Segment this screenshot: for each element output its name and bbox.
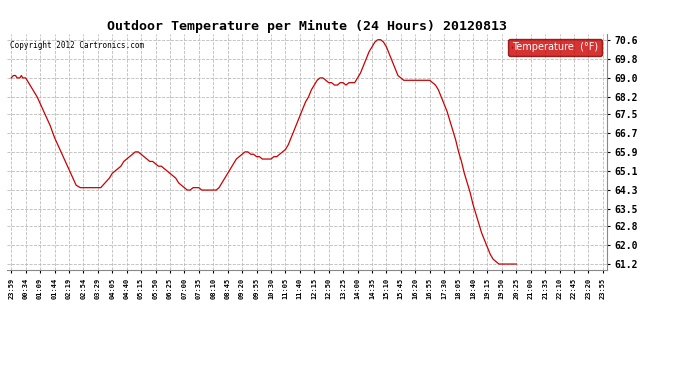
Legend: Temperature  (°F): Temperature (°F) — [509, 39, 602, 56]
Text: Copyright 2012 Cartronics.com: Copyright 2012 Cartronics.com — [10, 41, 144, 50]
Title: Outdoor Temperature per Minute (24 Hours) 20120813: Outdoor Temperature per Minute (24 Hours… — [107, 20, 507, 33]
